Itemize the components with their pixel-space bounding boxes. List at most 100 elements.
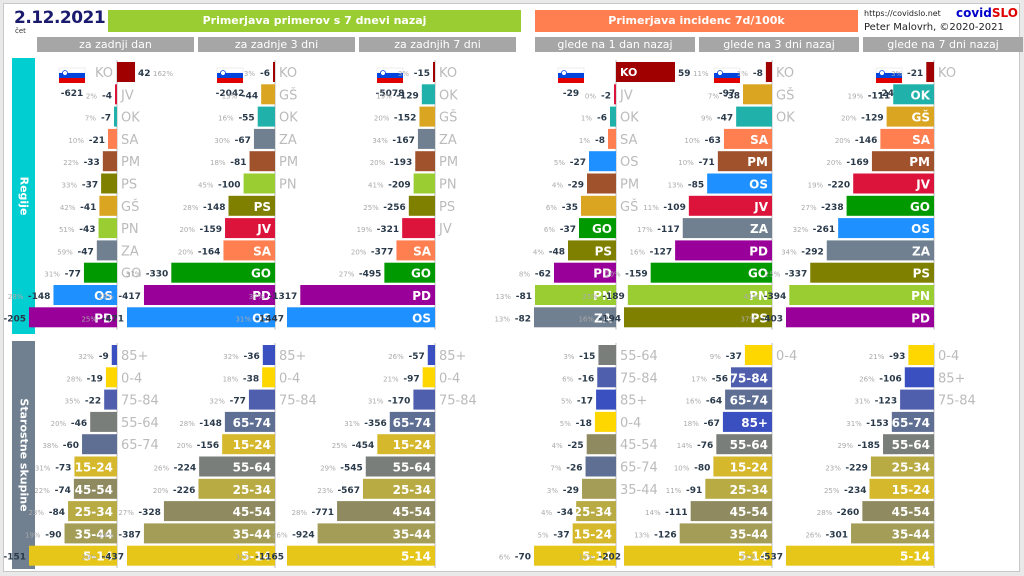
bar-category-label: ZA: [594, 311, 613, 325]
brand-part-a: covid: [956, 6, 992, 20]
bar: [579, 218, 616, 239]
bar-category-label: 5-14: [738, 550, 768, 564]
bar-category-label: GO: [748, 267, 768, 281]
bar-value-label: -25: [567, 441, 583, 451]
bar-value-label: -100: [218, 181, 241, 191]
bar-value-label: -193: [390, 158, 413, 168]
bar: [224, 411, 275, 432]
bar-percent-label: 3%: [891, 70, 902, 78]
bar-value-label: -6: [260, 69, 270, 79]
flag-stripe-blue: [217, 73, 243, 78]
bar-percent-label: 4%: [552, 442, 563, 450]
bar-percent-label: 27%: [118, 509, 134, 517]
bar-category-label: OS: [911, 222, 930, 236]
bar-percent-label: 51%: [59, 226, 75, 234]
bar-category-label: 45-54: [393, 505, 431, 519]
bar-category-label: 65-74: [233, 416, 271, 430]
flag-stripe-blue: [558, 73, 584, 78]
bar-value-label: -85: [688, 181, 704, 191]
bar: [377, 434, 435, 455]
bar-percent-label: 3%: [398, 70, 409, 78]
bar-value-label: -377: [371, 247, 394, 257]
bar-percent-label: 4%: [541, 509, 552, 517]
bar: [199, 456, 275, 477]
bar-value-label: -771: [312, 508, 335, 518]
bar-percent-label: 9%: [701, 115, 712, 123]
bar-value-label: -321: [377, 225, 400, 235]
bar-percent-label: 13%: [495, 293, 511, 301]
slovenia-total-label: -5078: [376, 89, 405, 99]
flag-coat-of-arms: [879, 70, 885, 76]
bar-category-label: 15-24: [393, 438, 431, 452]
bar-category-label: 45-54: [620, 438, 658, 453]
bar-value-label: -4: [102, 91, 112, 101]
bar: [869, 478, 934, 499]
bar-percent-label: 18%: [683, 420, 699, 428]
bar-value-label: -8: [753, 69, 763, 79]
bar-value-label: -18: [576, 419, 592, 429]
bar-value-label: -328: [138, 508, 161, 518]
bar-value-label: -44: [242, 91, 258, 101]
site-url[interactable]: https://covidslo.net: [864, 9, 941, 18]
bar-category-label: ZA: [912, 244, 931, 258]
bar-category-label: KO: [938, 66, 956, 81]
bar-value-label: -202: [598, 553, 621, 563]
bar-category-label: 55-64: [620, 349, 658, 364]
bar: [624, 307, 772, 328]
bar-percent-label: 32%: [235, 554, 251, 562]
bar-category-label: 35-44: [892, 527, 930, 541]
bar-value-label: -2: [601, 91, 611, 101]
bar-percent-label: 4%: [552, 182, 563, 190]
bar-percent-label: 38%: [42, 442, 58, 450]
bar-percent-label: 23%: [317, 487, 333, 495]
bar-percent-label: 26%: [805, 531, 821, 539]
bar: [96, 240, 117, 261]
flag-stripe-blue: [59, 73, 85, 78]
bar: [893, 84, 934, 105]
bar-percent-label: 25%: [81, 315, 97, 323]
bar-value-label: -117: [657, 225, 680, 235]
bar-value-label: -111: [665, 508, 688, 518]
bar-value-label: -67: [704, 419, 720, 429]
flag-stripe-blue: [876, 73, 902, 78]
bar: [624, 545, 772, 566]
bar-percent-label: 34%: [781, 248, 797, 256]
bar-category-label: ZA: [439, 133, 457, 148]
bar: [880, 128, 934, 149]
bar: [534, 307, 616, 328]
bar-value-label: -170: [388, 397, 411, 407]
bar-percent-label: 13%: [634, 531, 650, 539]
bar: [675, 240, 772, 261]
bar-category-label: 55-64: [233, 461, 271, 475]
bar-value-label: -194: [598, 314, 621, 324]
bar-percent-label: 8%: [519, 271, 530, 279]
bar-category-label: 85+: [620, 394, 647, 409]
bar: [300, 285, 435, 305]
bar-category-label: SA: [750, 133, 769, 147]
report-date: 2.12.2021: [14, 8, 106, 28]
bar-percent-label: 22%: [34, 487, 50, 495]
bar: [68, 501, 117, 522]
bar-percent-label: 25%: [824, 487, 840, 495]
bar: [598, 345, 616, 365]
bar-value-label: -76: [697, 441, 713, 451]
bar-value-label: -82: [515, 314, 531, 324]
bar: [690, 501, 772, 522]
bar: [421, 84, 435, 105]
bar-category-label: OK: [620, 111, 639, 126]
bar-category-label: PN: [593, 289, 612, 303]
bar: [554, 262, 616, 283]
slovenia-total-label: -97: [719, 89, 735, 99]
bar-percent-label: 20%: [177, 442, 193, 450]
column-header-4: glede na 1 dan nazaj: [535, 37, 695, 52]
bar-category-label: PD: [94, 311, 113, 325]
bar-value-label: -34: [557, 508, 573, 518]
bar: [870, 456, 934, 477]
bar-percent-label: 28%: [183, 204, 199, 212]
bar-category-label: 0-4: [938, 349, 959, 364]
bar-value-label: -84: [49, 508, 65, 518]
bar-value-label: -77: [230, 397, 246, 407]
bar-percent-label: 20%: [178, 248, 194, 256]
bar-value-label: -81: [516, 292, 532, 302]
bar-category-label: 0-4: [776, 349, 797, 364]
